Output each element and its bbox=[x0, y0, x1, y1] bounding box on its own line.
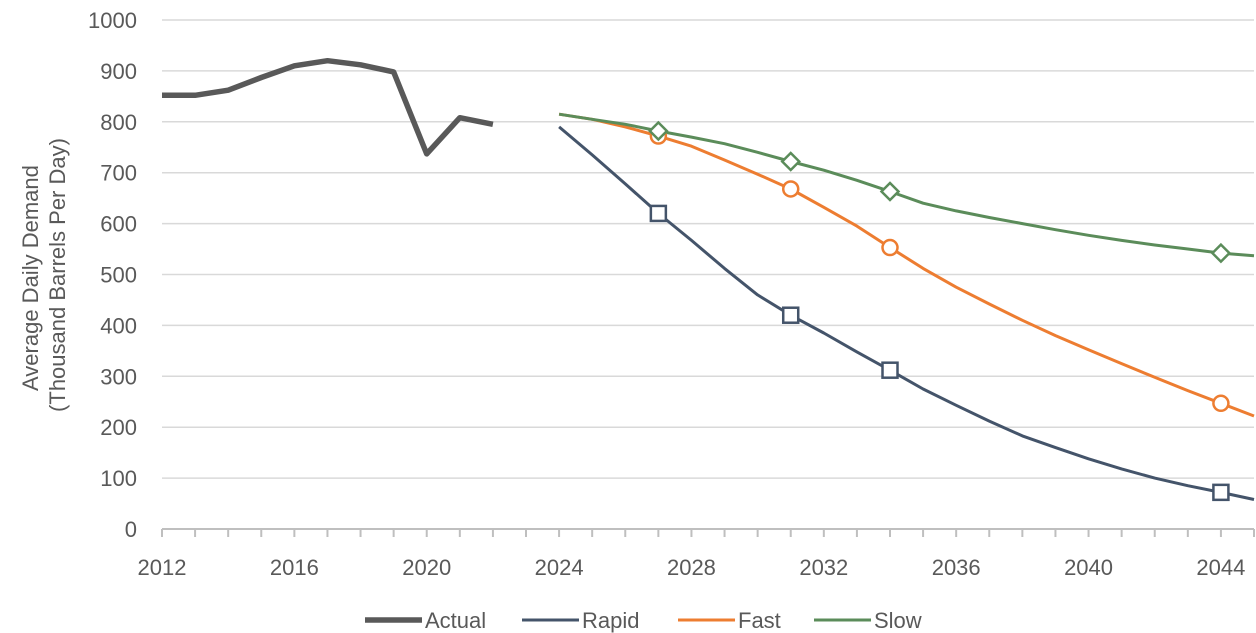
series-line-fast bbox=[558, 112, 1255, 418]
series-lines bbox=[162, 57, 1255, 501]
legend-label-actual: Actual bbox=[425, 608, 486, 633]
x-tick-label: 2028 bbox=[667, 555, 716, 580]
y-axis-title-line-2: (Thousand Barrels Per Day) bbox=[45, 138, 70, 412]
marker-fast bbox=[1212, 394, 1230, 413]
marker-slow bbox=[1210, 242, 1232, 264]
x-tick-label: 2040 bbox=[1064, 555, 1113, 580]
y-tick-label: 200 bbox=[100, 415, 137, 440]
y-tick-labels: 0 100 200 300 400 500 600 700 800 900 1000 bbox=[88, 8, 137, 542]
x-tick-label: 2036 bbox=[932, 555, 981, 580]
y-axis-title-line-1: Average Daily Demand bbox=[18, 165, 43, 391]
x-tick-labels: 2012 2016 2020 2024 2028 2032 2036 2040 2044 bbox=[138, 555, 1246, 580]
x-tick-label: 2032 bbox=[799, 555, 848, 580]
marker-rapid bbox=[1212, 483, 1230, 502]
y-tick-label: 100 bbox=[100, 466, 137, 491]
y-tick-label: 800 bbox=[100, 110, 137, 135]
y-tick-label: 400 bbox=[100, 313, 137, 338]
marker-slow bbox=[879, 181, 901, 202]
y-axis-title: Average Daily Demand (Thousand Barrels P… bbox=[18, 138, 70, 412]
series-line-slow bbox=[558, 112, 1255, 258]
series-line-actual bbox=[162, 57, 494, 157]
marker-fast bbox=[781, 180, 800, 198]
marker-slow bbox=[648, 120, 669, 142]
x-tick-label: 2024 bbox=[535, 555, 584, 580]
x-tick-label: 2016 bbox=[270, 555, 319, 580]
y-tick-label: 300 bbox=[100, 364, 137, 389]
legend: Actual Rapid Fast Slow bbox=[365, 608, 922, 633]
series-line-rapid bbox=[558, 125, 1255, 501]
axes bbox=[161, 528, 1255, 537]
y-tick-label: 900 bbox=[100, 59, 137, 84]
series-markers bbox=[648, 120, 1232, 502]
legend-label-slow: Slow bbox=[874, 608, 922, 633]
marker-slow bbox=[780, 151, 801, 172]
marker-rapid bbox=[781, 306, 800, 324]
y-tick-label: 500 bbox=[100, 263, 137, 288]
marker-rapid bbox=[881, 361, 899, 379]
y-tick-label: 600 bbox=[100, 212, 137, 237]
y-tick-label: 1000 bbox=[88, 8, 137, 33]
legend-label-rapid: Rapid bbox=[582, 608, 639, 633]
legend-label-fast: Fast bbox=[738, 608, 781, 633]
x-tick-label: 2044 bbox=[1196, 555, 1245, 580]
marker-rapid bbox=[649, 204, 668, 223]
gridlines bbox=[162, 19, 1254, 479]
x-tick-label: 2020 bbox=[402, 555, 451, 580]
marker-fast bbox=[881, 238, 899, 257]
y-tick-label: 700 bbox=[100, 161, 137, 186]
y-tick-label: 0 bbox=[125, 517, 137, 542]
x-tick-label: 2012 bbox=[138, 555, 187, 580]
